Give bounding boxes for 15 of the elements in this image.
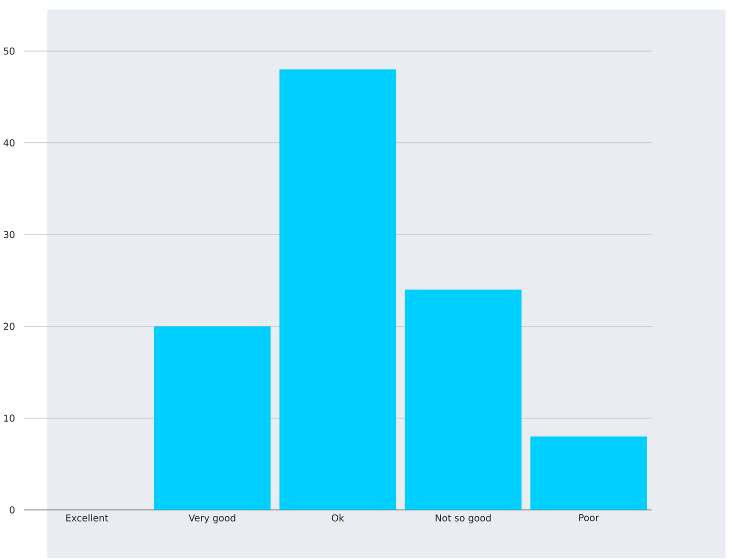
y-tick-label: 30 bbox=[4, 230, 15, 238]
x-tick-label: Excellent bbox=[66, 514, 108, 522]
x-tick-label: Ok bbox=[332, 514, 344, 522]
y-tick-label: 40 bbox=[4, 139, 15, 146]
x-tick-label: Not so good bbox=[436, 514, 491, 524]
y-tick-label: 0 bbox=[10, 506, 15, 514]
x-tick-label: Very good bbox=[188, 514, 236, 524]
y-tick-label: 50 bbox=[4, 47, 15, 55]
bar bbox=[530, 436, 647, 510]
y-tick-label: 10 bbox=[4, 414, 15, 422]
y-tick-label: 20 bbox=[4, 322, 15, 330]
bar bbox=[404, 290, 522, 510]
x-tick-label: Poor bbox=[579, 514, 600, 522]
bar bbox=[279, 69, 396, 510]
bar bbox=[154, 326, 271, 510]
